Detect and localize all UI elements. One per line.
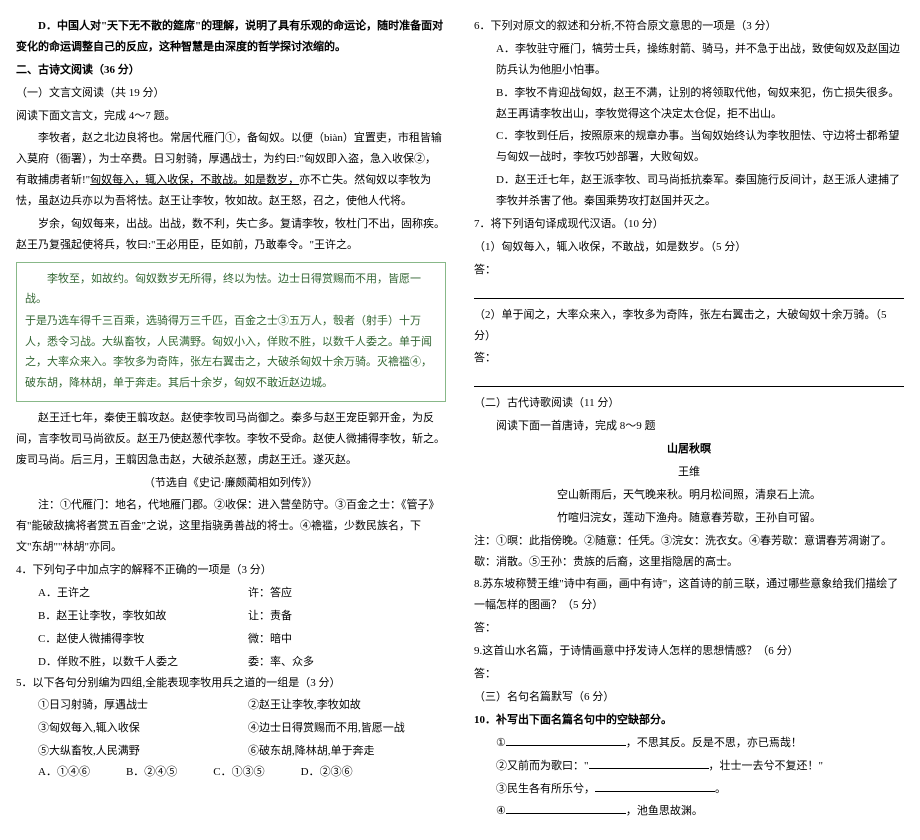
subsection-1-title: （一）文言文阅读（共 19 分） (16, 83, 446, 104)
passage-p3: 赵王迁七年，秦使王翦攻赵。赵使李牧司马尚御之。秦多与赵王宠臣郭开金，为反间，言李… (16, 408, 446, 471)
poem-notes: 注：①暝：此指傍晚。②随意：任凭。③浣女：洗衣女。④春芳歇：意谓春芳凋谢了。歇：… (474, 531, 904, 573)
highlighted-passage-box: 李牧至，如故约。匈奴数岁无所得，终以为怯。边士日得赏赐而不用，皆愿一战。 于是乃… (16, 262, 446, 402)
ans-label-2: 答： (474, 352, 496, 364)
q7-part2: （2）单于闻之，大率众来入，李牧多为奇阵，张左右翼击之，大破匈奴十余万骑。（5 … (474, 305, 904, 347)
q4-c-left: C．赵使人微捕得李牧 (38, 629, 236, 650)
q10-line-3: ③民生各有所乐兮， 。 (474, 779, 904, 800)
q10-4-prefix: ④ (496, 805, 506, 817)
box1-text: 李牧至，如故约。匈奴数岁无所得，终以为怯。边士日得赏赐而不用，皆愿一战。 (25, 273, 421, 305)
q5-d: D．②③⑥ (301, 762, 353, 783)
left-column: D．中国人对"天下无不散的筵席"的理解，说明了具有乐观的命运论，随时准备面对变化… (16, 16, 446, 824)
option-d: D．中国人对"天下无不散的筵席"的理解，说明了具有乐观的命运论，随时准备面对变化… (16, 16, 446, 58)
answer-prefix-4: 答： (474, 664, 904, 685)
right-column: 6．下列对原文的叙述和分析,不符合原文意思的一项是（3 分） A．李牧驻守雁门，… (474, 16, 904, 824)
q10-1-suffix: ，不思其反。反是不思，亦已焉哉！ (626, 737, 802, 749)
q5-item-4: ④边士日得赏赐而不用,皆愿一战 (248, 718, 446, 739)
q7-part1: （1）匈奴每入，辄入收保，不敢战，如是数岁。（5 分） (474, 237, 904, 258)
q5-item-5: ⑤大纵畜牧,人民满野 (38, 741, 236, 762)
poem-title: 山居秋暝 (474, 439, 904, 460)
q4-b-right: 让：责备 (248, 606, 446, 627)
read-instruction-2: 阅读下面一首唐诗，完成 8～9 题 (474, 416, 904, 437)
question-9: 9.这首山水名篇，于诗情画意中抒发诗人怎样的思想情感？（6 分） (474, 641, 904, 662)
blank-4[interactable] (506, 802, 626, 814)
q4-d-right: 委：率、众多 (248, 652, 446, 673)
q5-c: C．①③⑤ (213, 762, 264, 783)
q4-a-left: A．王许之 (38, 583, 236, 604)
poem-line-1: 空山新雨后，天气晚来秋。明月松间照，清泉石上流。 (474, 485, 904, 506)
passage-p1: 李牧者，赵之北边良将也。常居代雁门①，备匈奴。以便（biàn）宜置吏，市租皆输入… (16, 128, 446, 212)
q5-item-2: ②赵王让李牧,李牧如故 (248, 695, 446, 716)
box-p2: 于是乃选车得千三百乘，选骑得万三千匹，百金之士③五万人，彀者（射手）十万人，悉令… (25, 311, 437, 392)
q10-line-4: ④ ，池鱼思故渊。 (474, 801, 904, 822)
q5-items: ①日习射骑，厚遇战士 ②赵王让李牧,李牧如故 ③匈奴每入,辄入收保 ④边士日得赏赐而… (16, 695, 446, 762)
ans-label-3: 答： (474, 622, 496, 634)
question-10: 10．补写出下面名篇名句中的空缺部分。 (474, 710, 904, 731)
question-8: 8.苏东坡称赞王维"诗中有画，画中有诗"，这首诗的前三联，通过哪些意象给我们描绘… (474, 574, 904, 616)
q10-2-suffix: ，壮士一去兮不复还！" (709, 760, 824, 772)
q5-item-3: ③匈奴每入,辄入收保 (38, 718, 236, 739)
q4-c-right: 微：暗中 (248, 629, 446, 650)
q6-a: A．李牧驻守雁门，犒劳士兵，操练射箭、骑马，并不急于出战，致使匈奴及赵国边防兵认… (474, 39, 904, 81)
q5-item-1: ①日习射骑，厚遇战士 (38, 695, 236, 716)
section-2-title: 二、古诗文阅读（36 分） (16, 60, 446, 81)
blank-1[interactable] (506, 734, 626, 746)
answer-prefix-1: 答： (474, 260, 904, 281)
question-7: 7．将下列语句译成现代汉语。（10 分） (474, 214, 904, 235)
subsection-2-title: （二）古代诗歌阅读（11 分） (474, 393, 904, 414)
passage-notes: 注：①代雁门：地名，代地雁门郡。②收保：进入营垒防守。③百金之士：《管子》有"能… (16, 495, 446, 558)
poem-line-2: 竹喧归浣女，莲动下渔舟。随意春芳歇，王孙自可留。 (474, 508, 904, 529)
q4-d-left: D．佯败不胜，以数千人委之 (38, 652, 236, 673)
ans-label-1: 答： (474, 264, 496, 276)
question-5: 5．以下各句分别编为四组,全能表现李牧用兵之道的一组是（3 分） (16, 673, 446, 694)
q10-4-suffix: ，池鱼思故渊。 (626, 805, 703, 817)
p1b-underline: 匈奴每入，辄入收保，不敢战。如是数岁， (90, 174, 299, 186)
poem-author: 王维 (474, 462, 904, 483)
blank-3[interactable] (595, 780, 715, 792)
source-citation: （节选自《史记·廉颇蔺相如列传》） (16, 473, 446, 494)
answer-prefix-3: 答： (474, 618, 904, 639)
passage-p2: 岁余，匈奴每来，出战。出战，数不利，失亡多。复请李牧，牧杜门不出，固称疾。赵王乃… (16, 214, 446, 256)
q10-3-prefix: ③民生各有所乐兮， (496, 783, 595, 795)
q4-options: A．王许之许：答应 B．赵王让李牧，李牧如故让：责备 C．赵使人微捕得李牧微：暗… (16, 583, 446, 673)
answer-prefix-2: 答： (474, 348, 904, 369)
blank-2[interactable] (589, 757, 709, 769)
q10-2-prefix: ②又前而为歌曰：" (496, 760, 589, 772)
answer-line-1[interactable] (474, 287, 904, 299)
answer-line-2[interactable] (474, 375, 904, 387)
q10-line-1: ① ，不思其反。反是不思，亦已焉哉！ (474, 733, 904, 754)
read-instruction: 阅读下面文言文，完成 4～7 题。 (16, 106, 446, 127)
q5-b: B．②④⑤ (126, 762, 177, 783)
q6-b: B．李牧不肯迎战匈奴，赵王不满，让别的将领取代他，匈奴来犯，伤亡损失很多。赵王再… (474, 83, 904, 125)
q4-b-left: B．赵王让李牧，李牧如故 (38, 606, 236, 627)
box-p1: 李牧至，如故约。匈奴数岁无所得，终以为怯。边士日得赏赐而不用，皆愿一战。 (25, 269, 437, 310)
q10-1-prefix: ① (496, 737, 506, 749)
q5-item-6: ⑥破东胡,降林胡,单于奔走 (248, 741, 446, 762)
page: D．中国人对"天下无不散的筵席"的理解，说明了具有乐观的命运论，随时准备面对变化… (16, 16, 904, 824)
q6-c: C．李牧到任后，按照原来的规章办事。当匈奴始终认为李牧胆怯、守边将士都希望与匈奴… (474, 126, 904, 168)
q10-line-2: ②又前而为歌曰：" ，壮士一去兮不复还！" (474, 756, 904, 777)
q6-d: D．赵王迁七年，赵王派李牧、司马尚抵抗秦军。秦国施行反间计，赵王派人逮捕了李牧并… (474, 170, 904, 212)
ans-label-4: 答： (474, 668, 496, 680)
subsection-3-title: （三）名句名篇默写（6 分） (474, 687, 904, 708)
question-6: 6．下列对原文的叙述和分析,不符合原文意思的一项是（3 分） (474, 16, 904, 37)
q5-options: A．①④⑥ B．②④⑤ C．①③⑤ D．②③⑥ (16, 762, 446, 783)
q4-a-right: 许：答应 (248, 583, 446, 604)
question-4: 4．下列句子中加点字的解释不正确的一项是（3 分） (16, 560, 446, 581)
q10-3-suffix: 。 (715, 783, 726, 795)
q5-a: A．①④⑥ (38, 762, 90, 783)
